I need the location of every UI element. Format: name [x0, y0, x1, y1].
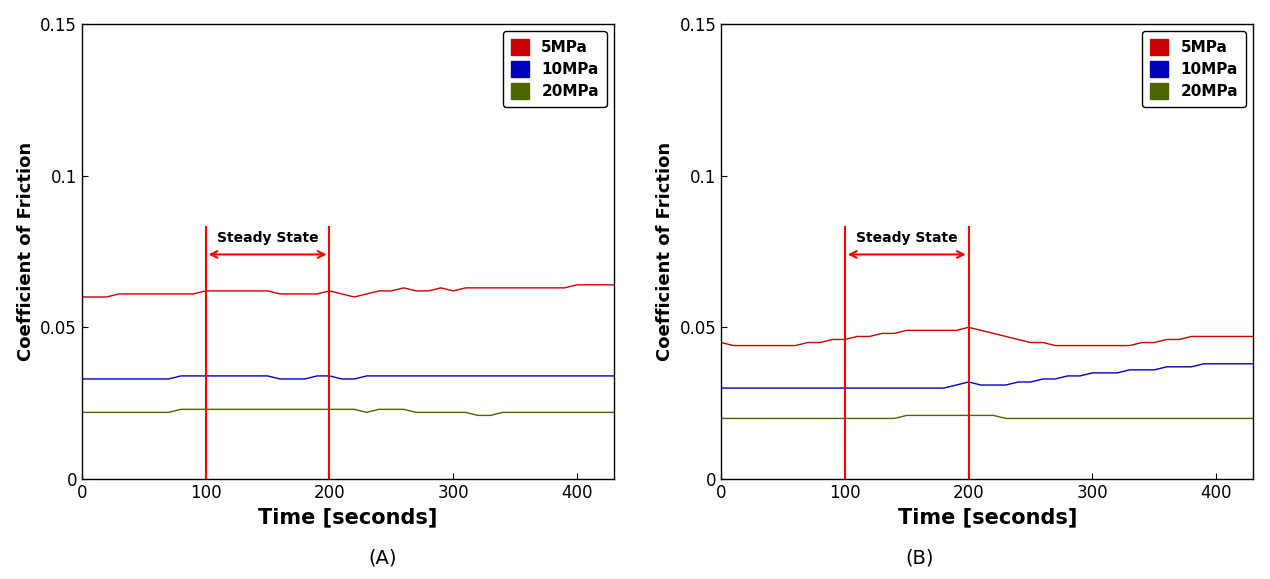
X-axis label: Time [seconds]: Time [seconds]	[898, 508, 1077, 527]
Legend: 5MPa, 10MPa, 20MPa: 5MPa, 10MPa, 20MPa	[503, 31, 607, 107]
Legend: 5MPa, 10MPa, 20MPa: 5MPa, 10MPa, 20MPa	[1142, 31, 1246, 107]
Text: (A): (A)	[368, 548, 396, 567]
Text: Steady State: Steady State	[856, 232, 958, 245]
Text: Steady State: Steady State	[217, 232, 319, 245]
X-axis label: Time [seconds]: Time [seconds]	[258, 508, 438, 527]
Y-axis label: Coefficient of Friction: Coefficient of Friction	[17, 142, 34, 361]
Y-axis label: Coefficient of Friction: Coefficient of Friction	[655, 142, 674, 361]
Text: (B): (B)	[906, 548, 933, 567]
